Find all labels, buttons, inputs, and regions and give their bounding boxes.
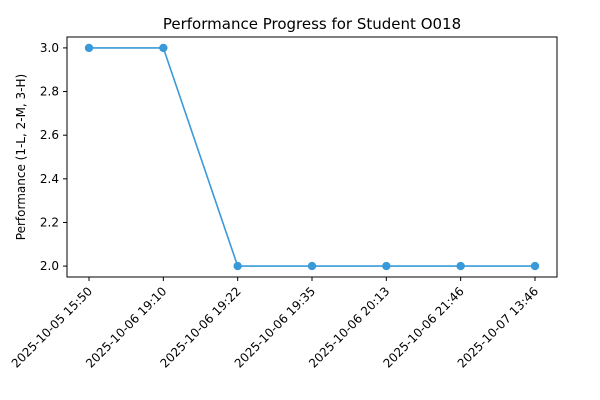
x-tick-label: 2025-10-06 19:10 [83,284,169,370]
y-tick-label: 3.0 [40,41,59,55]
y-tick-label: 2.6 [40,128,59,142]
chart-title: Performance Progress for Student O018 [163,15,461,33]
series-line [89,47,535,267]
x-tick-label: 2025-10-06 19:22 [157,284,243,370]
data-point [456,261,465,271]
data-point [159,43,168,53]
data-point [530,261,540,271]
data-point [233,261,242,271]
x-tick-label: 2025-10-07 13:46 [455,284,541,370]
y-tick-label: 2.8 [40,85,59,99]
x-tick-label: 2025-10-06 19:35 [232,284,318,370]
data-point [84,43,94,53]
plot-frame [66,36,558,278]
y-tick-label: 2.0 [40,259,59,273]
series-performance [84,43,540,271]
y-tick-label: 2.4 [40,172,59,186]
data-point [307,261,317,271]
x-tick-label: 2025-10-05 15:50 [9,284,95,370]
data-point [382,261,391,271]
x-tick-label: 2025-10-06 20:13 [306,284,392,370]
y-axis-label: Performance (1-L, 2-M, 3-H) [14,74,28,240]
x-tick-label: 2025-10-06 21:46 [380,284,466,370]
y-tick-label: 2.2 [40,215,59,229]
